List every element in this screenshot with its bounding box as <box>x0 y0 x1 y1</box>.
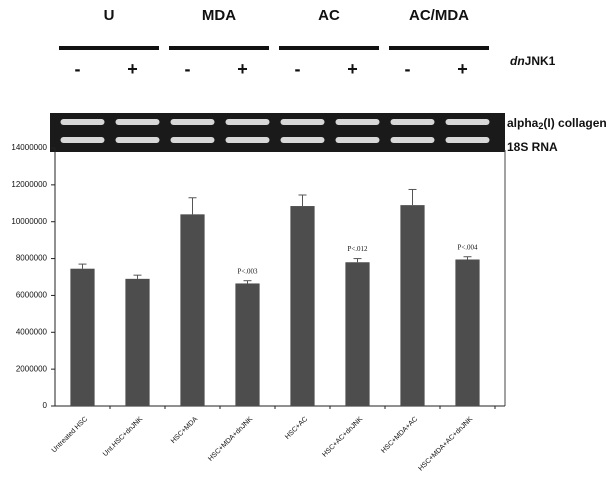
gel-band <box>445 119 490 125</box>
gel-band <box>390 119 435 125</box>
group-label: U <box>104 7 115 24</box>
gel-label-part: alpha <box>507 116 539 130</box>
y-tick-label: 2000000 <box>16 364 48 373</box>
error-bar <box>408 188 417 206</box>
y-tick-label: 12000000 <box>11 180 47 189</box>
gel-band <box>390 137 435 143</box>
gel-band <box>280 119 325 125</box>
bar <box>180 214 205 406</box>
treatment-label-rest: JNK1 <box>525 54 556 68</box>
treatment-sign: - <box>185 59 191 79</box>
group-label: AC <box>318 7 340 24</box>
treatment-sign: + <box>127 59 138 79</box>
y-tick-label: 14000000 <box>11 143 47 152</box>
gel-band <box>115 119 160 125</box>
bar <box>290 206 315 406</box>
gel-label-rna: 18S RNA <box>507 140 558 154</box>
gel-band <box>335 119 380 125</box>
gel-band <box>170 119 215 125</box>
treatment-sign: - <box>295 59 301 79</box>
gel-band <box>280 137 325 143</box>
group-label: AC/MDA <box>409 7 469 24</box>
gel-band <box>335 137 380 143</box>
gel-band <box>60 119 105 125</box>
treatment-header: U MDA AC AC/MDA - + - + - + - + <box>59 7 489 79</box>
treatment-label-italic: dn <box>510 54 525 68</box>
gel-band <box>225 137 270 143</box>
gel-band <box>225 119 270 125</box>
y-tick-label: 4000000 <box>16 327 48 336</box>
gel-bands <box>60 119 490 143</box>
annotation: P<.012 <box>347 245 368 253</box>
gel-band <box>115 137 160 143</box>
bar <box>70 268 95 406</box>
treatment-label: dnJNK1 <box>510 54 556 68</box>
y-tick-label: 10000000 <box>11 217 47 226</box>
gel-label-collagen: alpha2(I) collagen <box>507 116 607 131</box>
y-tick-label: 0 <box>43 401 48 410</box>
bar <box>235 283 260 406</box>
treatment-sign: + <box>347 59 358 79</box>
y-tick-label: 6000000 <box>16 291 48 300</box>
error-bar <box>463 256 472 260</box>
treatment-sign: - <box>405 59 411 79</box>
annotation: P<.004 <box>457 243 478 251</box>
gel-label-subscript: 2 <box>538 121 543 131</box>
treatment-sign: - <box>75 59 81 79</box>
error-bar <box>298 194 307 207</box>
bar <box>125 278 150 406</box>
annotation: P<.003 <box>237 267 258 275</box>
error-bar <box>133 274 142 279</box>
error-bar <box>353 258 362 263</box>
y-tick-label: 8000000 <box>16 254 48 263</box>
error-bar <box>243 280 252 284</box>
gel-band <box>170 137 215 143</box>
group-label: MDA <box>202 7 236 24</box>
gel-band <box>445 137 490 143</box>
treatment-sign: + <box>457 59 468 79</box>
error-bar <box>188 197 197 215</box>
gel-band <box>60 137 105 143</box>
bar <box>345 262 370 406</box>
error-bar <box>78 263 87 269</box>
bar <box>400 205 425 406</box>
bar <box>455 259 480 406</box>
treatment-sign: + <box>237 59 248 79</box>
gel-image <box>50 113 505 152</box>
gel-label-part: (I) collagen <box>543 116 606 130</box>
